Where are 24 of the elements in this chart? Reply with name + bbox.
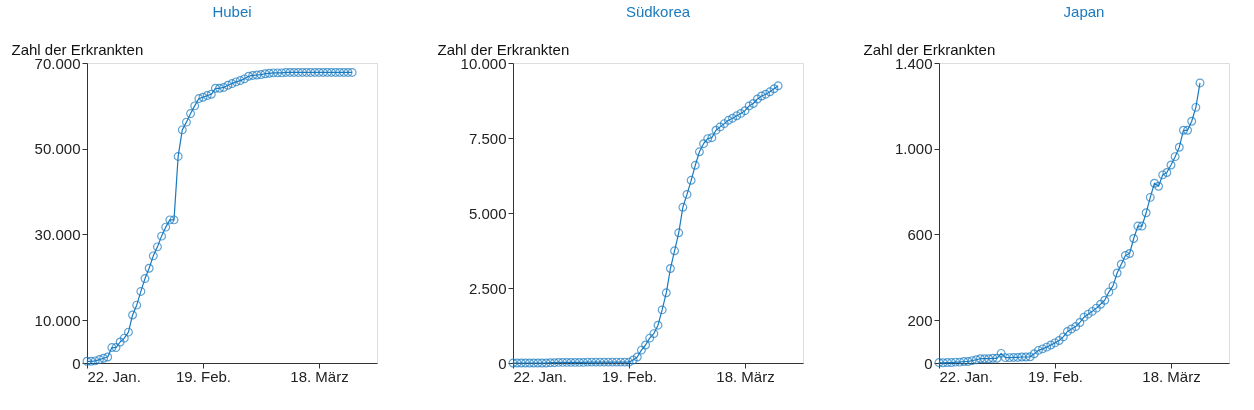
x-tick-label: 19. Feb. xyxy=(601,367,658,385)
chart-title: Südkorea xyxy=(625,3,691,20)
y-tick-label: 0 xyxy=(924,354,933,372)
x-tick-label: 22. Jan. xyxy=(87,367,141,385)
y-tick-label: 200 xyxy=(907,311,933,329)
x-tick-label: 22. Jan. xyxy=(939,367,993,385)
x-tick-label: 19. Feb. xyxy=(175,367,232,385)
x-tick-label: 18. März xyxy=(290,367,349,385)
y-tick-label: 30.000 xyxy=(34,225,81,243)
x-tick-label: 19. Feb. xyxy=(1027,367,1084,385)
y-tick-label: 0 xyxy=(72,354,81,372)
y-tick-label: 600 xyxy=(907,225,933,243)
chart-title: Hubei xyxy=(212,3,252,20)
x-tick-label: 22. Jan. xyxy=(513,367,567,385)
y-tick-label: 50.000 xyxy=(34,140,81,158)
y-tick-label: 10.000 xyxy=(34,311,81,329)
y-tick-label: 2.500 xyxy=(468,279,507,297)
y-tick-label: 7.500 xyxy=(468,129,507,147)
chart-title: Japan xyxy=(1063,3,1105,20)
y-tick-label: 5.000 xyxy=(468,204,507,222)
x-tick-label: 18. März xyxy=(1142,367,1201,385)
y-tick-label: 1.000 xyxy=(894,140,933,158)
y-tick-label: 0 xyxy=(498,354,507,372)
x-tick-label: 18. März xyxy=(716,367,775,385)
